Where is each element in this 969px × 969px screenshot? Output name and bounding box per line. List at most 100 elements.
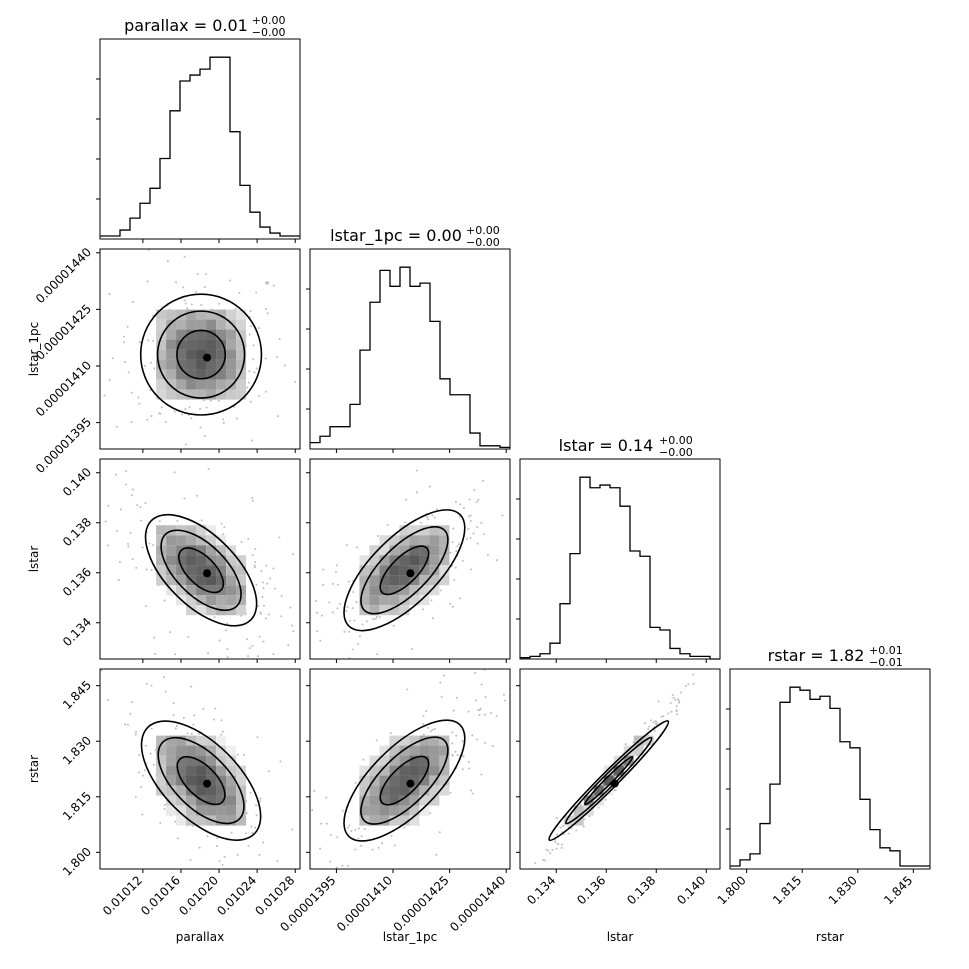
mode-marker — [203, 779, 212, 788]
density-cell — [156, 389, 167, 400]
sample-point — [249, 791, 252, 794]
sample-point — [347, 864, 350, 867]
sample-point — [141, 813, 144, 816]
sample-point — [262, 604, 265, 607]
sample-point — [183, 299, 186, 302]
density-cell — [206, 329, 217, 340]
sample-point — [462, 507, 465, 510]
density-cell — [156, 565, 167, 576]
sample-point — [321, 664, 323, 666]
sample-point — [269, 577, 272, 580]
panel-frame — [729, 668, 931, 870]
density-cell — [176, 745, 187, 756]
sample-point — [452, 527, 455, 530]
sample-point — [363, 828, 366, 831]
density-cell — [623, 755, 634, 766]
sample-point — [149, 361, 152, 364]
sample-point — [193, 714, 196, 717]
density-cell — [399, 555, 410, 566]
density-cell — [216, 735, 227, 746]
sample-point — [127, 542, 130, 545]
sample-point — [218, 859, 221, 862]
sample-point — [484, 742, 487, 745]
density-cell — [236, 575, 247, 586]
density-cell — [409, 785, 420, 796]
density-cell — [176, 349, 187, 360]
sample-point — [186, 732, 189, 735]
sample-point — [501, 514, 504, 517]
density-cell — [186, 805, 197, 816]
density-cell — [369, 605, 380, 616]
title-subscript-lstar: −0.00 — [659, 446, 693, 459]
sample-point — [172, 702, 175, 705]
density-cell — [196, 389, 207, 400]
density-cell — [206, 585, 217, 596]
density-cell — [186, 745, 197, 756]
panel-lstar-vs-lstar: lstar = 0.14 +0.00−0.00 — [516, 434, 721, 663]
sample-point — [108, 379, 111, 382]
panel-frame — [519, 458, 721, 660]
density-cell — [389, 775, 400, 786]
sample-point — [490, 712, 493, 715]
density-cell — [613, 765, 624, 776]
sample-point — [173, 410, 176, 413]
sample-point — [114, 473, 117, 476]
density-cell — [379, 545, 390, 556]
sample-point — [139, 506, 142, 509]
density-cell — [166, 575, 177, 586]
sample-point — [311, 809, 314, 812]
sample-point — [189, 858, 192, 861]
density-cell — [196, 359, 207, 370]
sample-point — [184, 443, 187, 446]
mode-marker — [203, 569, 212, 578]
sample-point — [390, 834, 393, 837]
density-cell — [409, 815, 420, 826]
density-cell — [166, 785, 177, 796]
panel-title-rstar: rstar = 1.82 — [768, 646, 865, 665]
density-cell — [399, 745, 410, 756]
y-axis-label-lstar: lstar — [27, 546, 41, 573]
sample-point — [279, 760, 282, 763]
sample-point — [144, 604, 147, 607]
density-cell — [186, 565, 197, 576]
sample-point — [343, 630, 346, 633]
sample-point — [551, 848, 554, 851]
sample-point — [355, 601, 358, 604]
sample-point — [345, 544, 348, 547]
density-cell — [196, 605, 207, 616]
sample-point — [276, 860, 279, 863]
density-cell — [603, 775, 614, 786]
sample-point — [199, 407, 202, 410]
sample-point — [439, 589, 442, 592]
density-cell — [216, 575, 227, 586]
sample-point — [247, 537, 250, 540]
sample-point — [224, 871, 226, 873]
sample-point — [107, 504, 110, 507]
sample-point — [267, 613, 270, 616]
sample-point — [129, 531, 132, 534]
density-cell — [176, 309, 187, 320]
density-cell — [573, 805, 584, 816]
contour-level-3 — [379, 545, 430, 596]
density-cell — [226, 555, 237, 566]
sample-point — [456, 754, 459, 757]
sample-point — [221, 533, 224, 536]
density-cell — [196, 329, 207, 340]
x-axis-label-lstar_1pc: lstar_1pc — [383, 930, 437, 944]
density-cell — [389, 795, 400, 806]
x-tick-label-lstar: 0.138 — [624, 873, 658, 907]
sample-point — [143, 364, 146, 367]
density-cell — [206, 605, 217, 616]
density-cell — [186, 595, 197, 606]
sample-point — [221, 864, 224, 867]
sample-point — [272, 567, 275, 570]
sample-point — [351, 607, 354, 610]
density-cell — [399, 605, 410, 616]
sample-point — [247, 655, 250, 658]
sample-point — [462, 755, 465, 758]
sample-point — [420, 521, 423, 524]
density-cell — [409, 755, 420, 766]
sample-point — [352, 590, 355, 593]
sample-point — [467, 527, 470, 530]
density-cell — [176, 329, 187, 340]
